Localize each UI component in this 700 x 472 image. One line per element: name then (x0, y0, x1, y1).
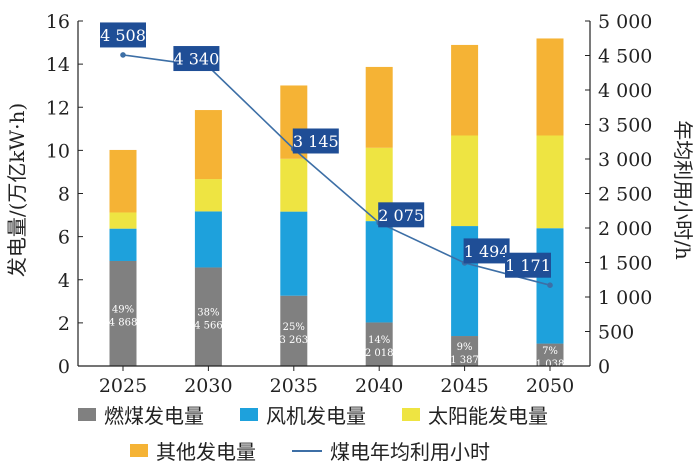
y2-axis-title: 年均利用小时/h (671, 120, 695, 260)
bar-1-2040 (365, 221, 393, 323)
x-tick-label-2050: 2050 (526, 375, 574, 396)
coal-value-label-2030: 4 566 (194, 321, 223, 332)
callout-label-2040: 2 075 (378, 206, 424, 225)
legend-row-1: 燃煤发电量 风机发电量 太阳能发电量 (78, 400, 548, 429)
callout-box-2030 (173, 46, 220, 72)
x-tick-label-2025: 2025 (99, 375, 147, 396)
bar-2-2045 (451, 135, 479, 227)
bar-3-2030 (194, 110, 222, 180)
y2-tick-label-4 000: 4 000 (598, 80, 652, 102)
legend-swatch-other (130, 444, 148, 457)
y-tick-label-0: 0 (58, 356, 70, 378)
axes-layer: 0 2 4 6 8 10 12 14 16 0 500 1 000 1 500 2 000 2 500 3 0… (46, 11, 653, 396)
x-tick-label-2045: 2045 (440, 375, 488, 396)
callout-box-2035 (292, 128, 339, 154)
legend-swatch-solar (402, 408, 420, 421)
coal-labels-layer: 49% 4 868 38% 4 566 25% 3 263 14% 2 018 9% 1 387 7… (109, 304, 565, 369)
bar-2-2030 (194, 179, 222, 212)
bar-2-2025 (109, 212, 137, 229)
legend-row-2: 其他发电量 煤电年均利用小时 (130, 436, 490, 465)
y-tick-label-16: 16 (46, 11, 70, 33)
coal-value-label-2035: 3 263 (279, 335, 308, 346)
callout-label-2035: 3 145 (293, 132, 339, 151)
bar-0-2050 (536, 343, 564, 366)
callout-label-2025: 4 508 (100, 26, 146, 45)
chart: 49% 4 868 38% 4 566 25% 3 263 14% 2 018 9% 1 387 7… (5, 11, 695, 396)
legend-swatch-wind (240, 408, 258, 421)
legend-label-solar: 太阳能发电量 (428, 404, 548, 428)
bar-0-2035 (280, 295, 308, 366)
legend-label-other: 其他发电量 (156, 440, 256, 464)
legend-item-coal: 燃煤发电量 (78, 400, 204, 429)
legend-item-other: 其他发电量 (130, 436, 256, 465)
coal-share-label-2025: 49% (112, 304, 134, 315)
callout-label-2050: 1 171 (505, 256, 551, 275)
legend-item-coal-hours: 煤电年均利用小时 (292, 436, 490, 465)
callout-box-2050 (505, 252, 551, 278)
x-tick-label-2035: 2035 (270, 375, 318, 396)
callout-box-2025 (100, 22, 146, 48)
coal-share-label-2040: 14% (368, 335, 390, 346)
y-tick-label-6: 6 (58, 227, 70, 249)
bar-3-2045 (451, 44, 479, 136)
y2-tick-label-5 000: 5 000 (598, 11, 652, 33)
bar-1-2030 (194, 211, 222, 268)
y2-tick-label-1 000: 1 000 (598, 287, 652, 309)
line-point-2050 (547, 282, 553, 289)
coal-value-label-2045: 1 387 (450, 355, 479, 366)
y2-tick-label-0: 0 (598, 356, 610, 378)
bar-0-2040 (365, 322, 393, 366)
legend-label-wind: 风机发电量 (266, 404, 366, 428)
coal-value-label-2050: 1 038 (536, 359, 565, 370)
coal-value-label-2025: 4 868 (109, 317, 138, 328)
coal-share-label-2035: 25% (283, 322, 305, 333)
y2-tick-label-3 500: 3 500 (598, 115, 652, 137)
bar-3-2025 (109, 149, 137, 213)
legend-line-coal-hours (292, 449, 322, 452)
y-tick-label-14: 14 (46, 54, 70, 76)
coal-share-label-2050: 7% (542, 346, 558, 357)
y-tick-label-2: 2 (58, 313, 70, 335)
line-point-2025 (120, 52, 126, 58)
coal-share-label-2045: 9% (457, 342, 473, 353)
x-tick-label-2040: 2040 (355, 375, 403, 396)
bar-1-2025 (109, 228, 137, 261)
bar-3-2040 (365, 66, 393, 148)
bar-0-2025 (109, 260, 137, 366)
y-axis-title: 发电量/(万亿kW·h) (5, 103, 29, 277)
callout-label-2045: 1 494 (464, 242, 510, 261)
y-tick-label-8: 8 (58, 184, 70, 206)
callout-box-2040 (378, 202, 425, 228)
bar-0-2045 (451, 336, 479, 366)
legend-item-solar: 太阳能发电量 (402, 400, 548, 429)
y-tick-label-12: 12 (46, 97, 70, 119)
bar-1-2035 (280, 211, 308, 296)
y2-tick-label-3 000: 3 000 (598, 149, 652, 171)
legend-label-coal: 燃煤发电量 (104, 404, 204, 428)
bar-0-2030 (194, 267, 222, 366)
callout-label-2030: 4 340 (173, 50, 219, 69)
y2-tick-label-2 500: 2 500 (598, 184, 652, 206)
y-tick-label-4: 4 (58, 270, 70, 292)
callout-box-2045 (463, 238, 510, 264)
y2-tick-label-1 500: 1 500 (598, 253, 652, 275)
bar-3-2050 (536, 38, 564, 136)
bars-layer (109, 38, 564, 366)
coal-value-label-2040: 2 018 (365, 348, 394, 359)
bar-2-2035 (280, 158, 308, 212)
x-tick-label-2030: 2030 (184, 375, 232, 396)
y-tick-label-10: 10 (46, 140, 70, 162)
bar-2-2050 (536, 135, 564, 229)
legend-swatch-coal (78, 408, 96, 421)
legend-label-coal-hours: 煤电年均利用小时 (330, 440, 490, 464)
y2-tick-label-4 500: 4 500 (598, 46, 652, 68)
y2-tick-label-500: 500 (598, 322, 634, 344)
coal-share-label-2030: 38% (197, 308, 219, 319)
y2-tick-label-2 000: 2 000 (598, 218, 652, 240)
legend-item-wind: 风机发电量 (240, 400, 366, 429)
